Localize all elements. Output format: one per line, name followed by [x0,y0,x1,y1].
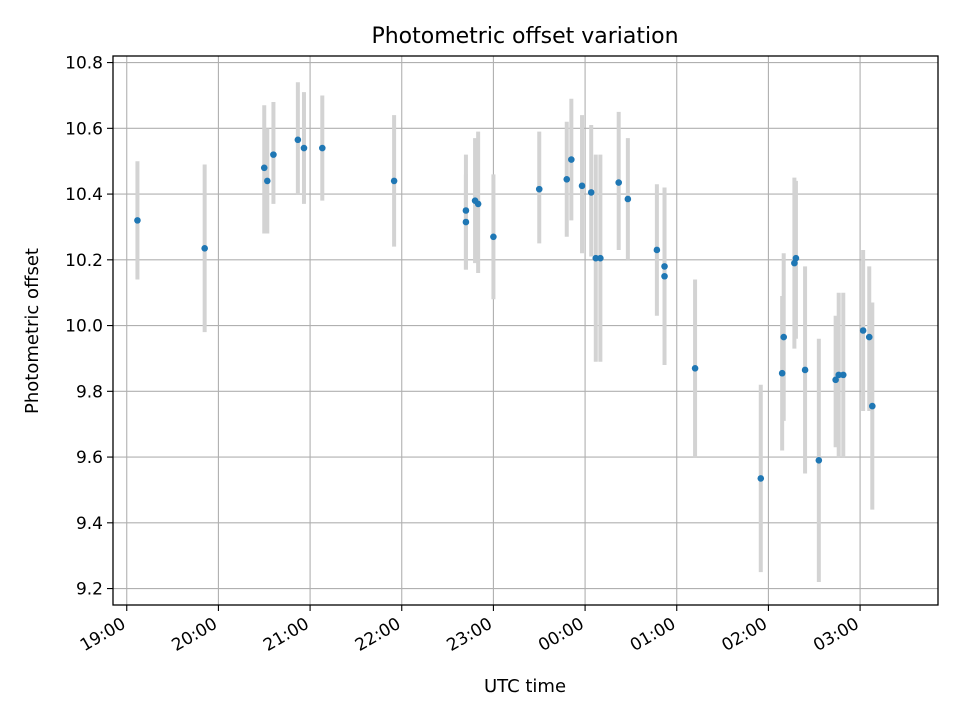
y-tick-label: 9.4 [76,514,103,534]
data-point [390,177,398,185]
y-axis-label: Photometric offset [22,248,43,414]
data-point [260,164,268,172]
data-point [839,371,847,379]
data-point [462,207,470,214]
data-point [201,245,208,252]
data-point [300,144,308,152]
data-point [568,156,575,163]
data-point [801,366,809,374]
data-point [592,254,600,262]
y-tick-label: 9.2 [76,580,103,600]
data-point [815,457,823,464]
data-point [792,254,800,262]
y-axis-ticks: 9.2 9.4 9.6 9.8 10.0 10.2 10.4 10.6 10.8 [65,54,113,600]
plot-area [113,56,938,605]
y-tick-label: 9.8 [76,382,103,402]
data-point [691,365,699,372]
data-point [474,200,482,208]
data-point [869,402,876,410]
data-point [563,175,571,183]
y-tick-label: 10.0 [65,317,103,337]
x-axis-label: UTC time [484,676,566,697]
data-point [597,254,604,262]
data-point [780,333,787,341]
data-point [134,217,141,224]
data-point [778,369,786,377]
y-tick-label: 10.2 [65,251,103,271]
data-point [653,246,661,254]
data-point [615,179,622,186]
data-point [462,218,470,226]
data-point [661,263,668,270]
data-point [264,177,271,185]
data-point [757,475,765,482]
data-point [587,189,595,196]
data-point [859,327,867,334]
data-point [535,185,543,193]
data-point [835,371,842,379]
data-points [134,136,876,482]
data-point [319,144,326,152]
y-tick-label: 10.4 [65,185,103,205]
data-point [578,182,586,190]
y-tick-label: 10.8 [65,54,103,74]
data-point [661,272,668,280]
data-point [865,333,873,341]
data-point [832,376,839,384]
chart-title: Photometric offset variation [371,24,678,49]
y-tick-label: 10.6 [65,119,103,139]
data-point [270,151,277,158]
grid [113,56,938,605]
y-tick-label: 9.6 [76,448,103,468]
axes-frame [112,55,939,606]
data-point [624,195,632,203]
data-point [490,233,497,241]
data-point [294,136,302,144]
